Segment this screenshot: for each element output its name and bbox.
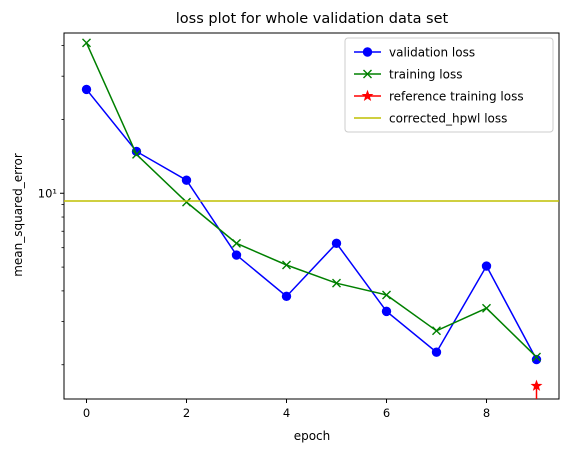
legend-label-training-loss: training loss — [389, 68, 462, 82]
training-loss-point — [482, 303, 491, 313]
validation-loss-point — [481, 261, 492, 271]
legend-label-corrected-hpwl-loss: corrected_hpwl loss — [389, 112, 507, 126]
x-axis-label: epoch — [294, 429, 331, 443]
reference-training-loss-point — [530, 379, 543, 391]
x-tick-label-0: 0 — [83, 406, 90, 420]
validation-loss-point — [231, 250, 242, 260]
validation-loss-point — [281, 291, 292, 302]
legend-box — [344, 37, 554, 133]
training-loss-line — [85, 42, 538, 358]
training-loss-point — [182, 197, 191, 207]
legend-reference-training-loss-marker — [361, 89, 374, 102]
chart-title: loss plot for whole validation data set — [176, 11, 449, 27]
y-tick-label-10: 10¹ — [38, 186, 57, 200]
legend-label-reference-training-loss: reference training loss — [389, 90, 524, 104]
training-loss-point — [382, 290, 391, 300]
validation-loss-point — [181, 175, 192, 185]
validation-loss-line — [85, 88, 538, 360]
training-loss-point — [132, 149, 141, 159]
validation-loss-point — [331, 238, 342, 249]
x-tick-label-4: 4 — [283, 406, 290, 420]
legend-validation-loss-marker — [362, 47, 373, 57]
training-loss-point — [82, 38, 91, 48]
legend-training-loss-marker — [363, 69, 372, 79]
training-loss-point — [232, 238, 241, 248]
x-tick-label-6: 6 — [383, 406, 390, 420]
training-loss-point — [332, 278, 341, 288]
x-tick-label-8: 8 — [483, 406, 490, 420]
legend: validation loss training loss reference tr… — [344, 37, 554, 133]
x-tick-label-2: 2 — [183, 406, 190, 420]
validation-loss-point — [381, 306, 392, 317]
training-loss-point — [282, 260, 291, 270]
y-axis-label: mean_squared_error — [11, 153, 25, 277]
training-loss-point — [432, 326, 441, 336]
training-loss-point — [532, 352, 541, 362]
validation-loss-point — [431, 347, 442, 357]
validation-loss-point — [81, 84, 92, 95]
validation-loss-point — [531, 354, 542, 365]
legend-label-validation-loss: validation loss — [389, 46, 475, 60]
plot-frame — [63, 32, 560, 400]
